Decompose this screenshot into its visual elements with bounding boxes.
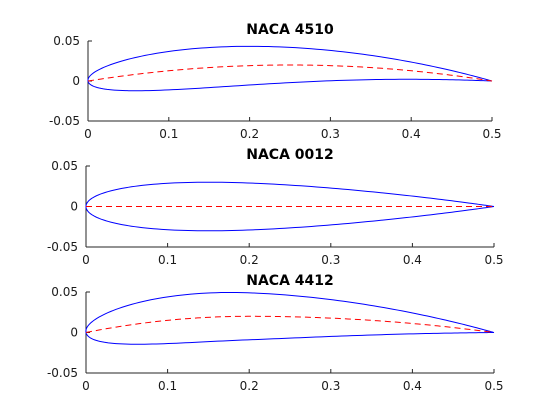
x-tick-label: 0.1 bbox=[159, 127, 178, 141]
y-tick-label: 0.05 bbox=[51, 159, 78, 173]
x-tick-label: 0.4 bbox=[402, 127, 421, 141]
airfoil-outline bbox=[87, 45, 493, 92]
y-tick-label: 0.05 bbox=[51, 285, 78, 299]
x-tick-label: 0.5 bbox=[484, 253, 503, 267]
subplot-title: NACA 4510 bbox=[246, 22, 334, 38]
mean-camber-line bbox=[85, 315, 495, 333]
mean-camber-line bbox=[87, 64, 493, 82]
x-tick-label: 0.2 bbox=[240, 127, 259, 141]
x-tick-label: 0.4 bbox=[403, 253, 422, 267]
y-tick-label: 0 bbox=[70, 326, 78, 340]
x-tick-label: 0 bbox=[82, 253, 90, 267]
x-tick-label: 0.2 bbox=[240, 379, 259, 393]
x-tick-label: 0.3 bbox=[321, 379, 340, 393]
x-tick-label: 0.3 bbox=[321, 253, 340, 267]
x-tick-label: 0.1 bbox=[158, 253, 177, 267]
subplot-naca-0012: NACA 0012 0 0.1 0.2 0.3 0.4 0.5 0.05 0 -0.05 bbox=[47, 147, 504, 267]
x-tick-label: 0.1 bbox=[158, 379, 177, 393]
y-tick-label: -0.05 bbox=[47, 366, 78, 380]
x-tick-label: 0.2 bbox=[240, 253, 259, 267]
y-tick-label: 0 bbox=[70, 200, 78, 214]
subplot-naca-4510: NACA 4510 0 0.1 0.2 0.3 0.4 0.5 0.05 0 -0.05 bbox=[49, 22, 502, 141]
x-tick-label: 0 bbox=[82, 379, 90, 393]
subplot-title: NACA 0012 bbox=[246, 147, 334, 163]
subplot-title: NACA 4412 bbox=[246, 273, 334, 289]
x-tick-label: 0.4 bbox=[403, 379, 422, 393]
x-tick-label: 0.3 bbox=[321, 127, 340, 141]
y-tick-label: -0.05 bbox=[49, 114, 80, 128]
subplot-naca-4412: NACA 4412 0 0.1 0.2 0.3 0.4 0.5 0.05 0 -0.05 bbox=[47, 273, 504, 393]
y-tick-label: 0 bbox=[72, 74, 80, 88]
y-tick-label: -0.05 bbox=[47, 240, 78, 254]
airfoil-outline bbox=[85, 291, 495, 345]
y-tick-label: 0.05 bbox=[53, 34, 80, 48]
x-tick-label: 0.5 bbox=[484, 379, 503, 393]
x-tick-label: 0 bbox=[84, 127, 92, 141]
x-tick-label: 0.5 bbox=[482, 127, 501, 141]
